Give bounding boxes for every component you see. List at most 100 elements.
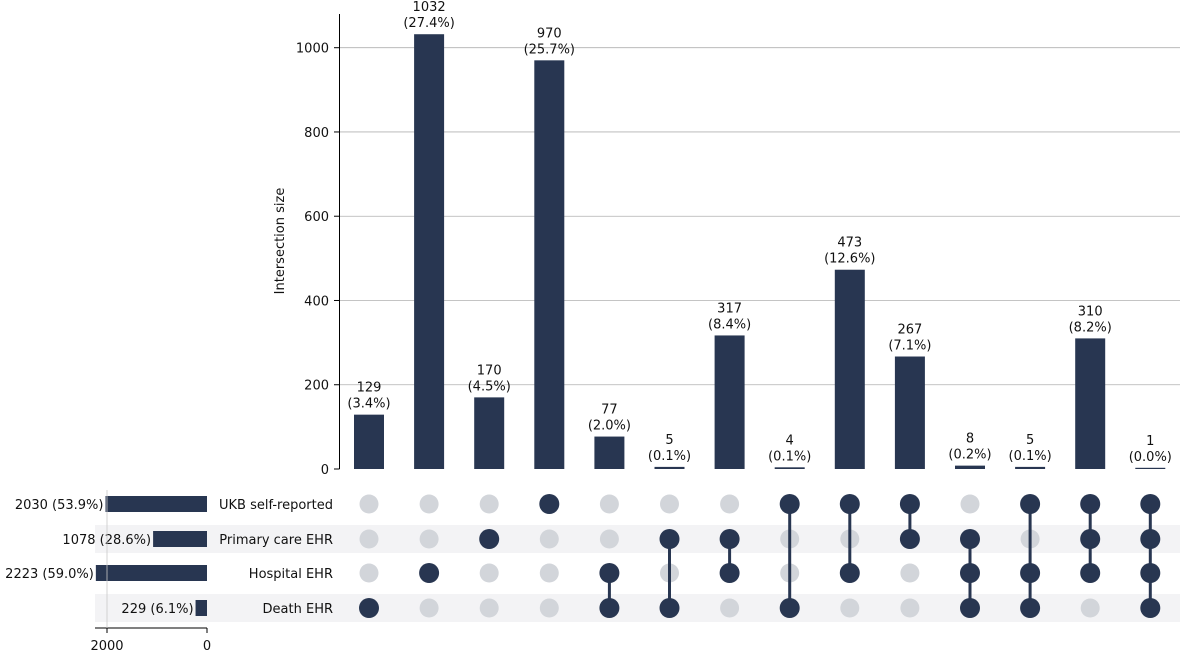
intersection-bar [594, 436, 625, 469]
intersection-bar [414, 34, 445, 470]
intersection-matrix [359, 494, 1161, 618]
intersection-bar-labels: 129(3.4%) 1032(27.4%) 170(4.5%) 970(25.7%) 7… [347, 0, 1171, 465]
matrix-dot-inactive [1080, 598, 1100, 618]
matrix-dot-inactive [359, 563, 379, 583]
intersection-bar [894, 356, 925, 469]
set-size-label: 2030 (53.9%) [15, 498, 104, 513]
matrix-dot-active [479, 529, 500, 549]
bar-value-label: 5 [1026, 433, 1034, 448]
y-tick-label: 1000 [296, 42, 329, 57]
matrix-stripes [95, 525, 1180, 622]
matrix-dot-inactive [419, 494, 439, 514]
bar-value-label: 5 [665, 433, 673, 448]
intersection-bar [1015, 466, 1046, 469]
bar-percent-label: (0.2%) [948, 448, 991, 463]
matrix-dot-inactive [660, 494, 679, 514]
bar-percent-label: (2.0%) [588, 419, 631, 434]
matrix-row-stripe [95, 594, 1180, 622]
set-name-labels: UKB self-reported Primary care EHR Hospita… [219, 498, 333, 617]
matrix-dot-inactive [539, 529, 559, 549]
matrix-dot-inactive [479, 494, 499, 514]
bar-value-label: 129 [357, 381, 382, 396]
bar-percent-label: (0.0%) [1129, 450, 1172, 465]
y-tick-label: 400 [304, 294, 329, 309]
bar-percent-label: (3.4%) [347, 397, 390, 412]
bar-value-label: 4 [786, 433, 794, 448]
intersection-bar [714, 335, 745, 469]
bar-value-label: 473 [837, 236, 862, 251]
matrix-dot-inactive [900, 563, 920, 583]
matrix-row-stripe [95, 525, 1180, 553]
y-axis-label: Intersection size [273, 188, 288, 295]
intersection-bar [955, 465, 985, 469]
set-size-label: 229 (6.1%) [121, 602, 193, 617]
matrix-dot-active [359, 598, 379, 618]
bar-percent-label: (0.1%) [1009, 449, 1052, 464]
set-size-bar [153, 531, 207, 547]
bar-value-label: 317 [717, 301, 742, 316]
intersection-bar [354, 414, 384, 469]
set-size-axis: 2000 0 [90, 490, 211, 652]
matrix-dot-inactive [599, 494, 619, 514]
set-size-bar [105, 496, 207, 512]
matrix-dot-inactive [479, 598, 499, 618]
y-tick-label: 0 [321, 463, 329, 478]
bar-value-label: 8 [966, 432, 974, 447]
set-axis-tick-label: 2000 [90, 639, 123, 652]
matrix-dot-active [539, 494, 560, 514]
bar-percent-label: (8.2%) [1069, 320, 1112, 335]
bar-percent-label: (8.4%) [708, 317, 751, 332]
bar-value-label: 77 [601, 403, 618, 418]
bar-percent-label: (12.6%) [824, 252, 875, 267]
set-size-bar [195, 600, 207, 616]
matrix-dot-inactive [539, 598, 559, 618]
matrix-dot-inactive [900, 598, 920, 618]
matrix-dot-inactive [359, 494, 379, 514]
matrix-dot-active [419, 563, 440, 583]
y-tick-label: 800 [304, 126, 329, 141]
intersection-bar [474, 397, 505, 469]
y-axis: 0 200 400 600 800 1000 [296, 13, 340, 478]
bar-percent-label: (7.1%) [888, 339, 931, 354]
matrix-dot-inactive [359, 529, 379, 549]
y-gridlines [340, 47, 1180, 386]
bar-value-label: 310 [1078, 304, 1103, 319]
bar-percent-label: (0.1%) [768, 449, 811, 464]
intersection-bar [774, 467, 805, 469]
set-axis-tick-label: 0 [203, 639, 211, 652]
matrix-dot-inactive [960, 494, 980, 514]
matrix-dot-inactive [539, 563, 559, 583]
matrix-dot-inactive [720, 598, 740, 618]
matrix-dot-inactive [419, 598, 439, 618]
intersection-bar [654, 466, 685, 469]
bar-percent-label: (25.7%) [524, 42, 575, 57]
intersection-bar [834, 269, 865, 469]
bar-value-label: 1 [1146, 434, 1154, 449]
bar-value-label: 267 [897, 323, 922, 338]
intersection-bar [534, 60, 565, 470]
set-name-label: UKB self-reported [219, 498, 333, 513]
bar-percent-label: (27.4%) [403, 16, 454, 31]
matrix-dot-inactive [720, 494, 740, 514]
matrix-dot-inactive [479, 563, 499, 583]
bar-value-label: 1032 [413, 0, 446, 15]
set-size-bar [95, 565, 207, 581]
matrix-dot-inactive [599, 529, 619, 549]
matrix-dot-inactive [840, 598, 860, 618]
y-tick-label: 200 [304, 379, 329, 394]
bar-value-label: 970 [537, 26, 562, 41]
set-size-label: 2223 (59.0%) [5, 567, 94, 582]
set-name-label: Hospital EHR [249, 567, 333, 582]
y-tick-label: 600 [304, 210, 329, 225]
bar-percent-label: (4.5%) [468, 379, 511, 394]
bar-value-label: 170 [477, 363, 502, 378]
set-size-bars: 2030 (53.9%)1078 (28.6%)2223 (59.0%)229 … [5, 496, 207, 617]
intersection-bar [1135, 467, 1166, 469]
set-name-label: Death EHR [263, 602, 333, 617]
intersection-bar [1075, 338, 1106, 469]
intersection-bars [354, 34, 1166, 470]
matrix-dot-inactive [419, 529, 439, 549]
bar-percent-label: (0.1%) [648, 449, 691, 464]
set-name-label: Primary care EHR [219, 533, 333, 548]
